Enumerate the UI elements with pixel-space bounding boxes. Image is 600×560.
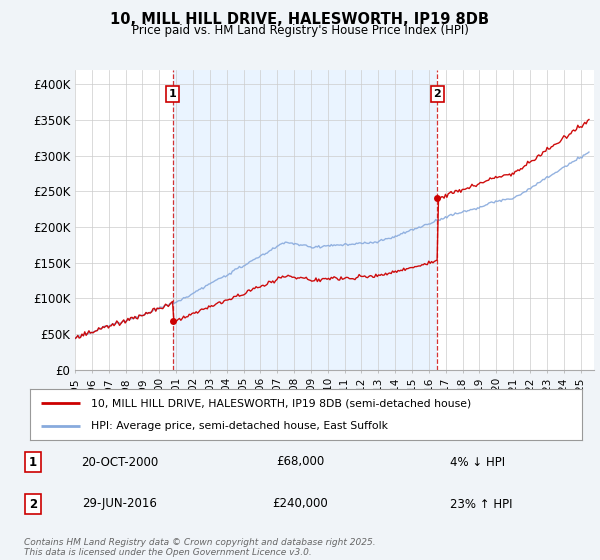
Text: HPI: Average price, semi-detached house, East Suffolk: HPI: Average price, semi-detached house,… — [91, 422, 388, 432]
Text: 1: 1 — [29, 455, 37, 469]
Text: 20-OCT-2000: 20-OCT-2000 — [82, 455, 158, 469]
Text: £240,000: £240,000 — [272, 497, 328, 511]
Text: 4% ↓ HPI: 4% ↓ HPI — [450, 455, 505, 469]
Text: 23% ↑ HPI: 23% ↑ HPI — [450, 497, 512, 511]
Text: 29-JUN-2016: 29-JUN-2016 — [83, 497, 157, 511]
Text: 1: 1 — [169, 89, 176, 99]
Text: 2: 2 — [29, 497, 37, 511]
Text: £68,000: £68,000 — [276, 455, 324, 469]
Text: Price paid vs. HM Land Registry's House Price Index (HPI): Price paid vs. HM Land Registry's House … — [131, 24, 469, 36]
Text: 2: 2 — [433, 89, 441, 99]
Text: 10, MILL HILL DRIVE, HALESWORTH, IP19 8DB (semi-detached house): 10, MILL HILL DRIVE, HALESWORTH, IP19 8D… — [91, 398, 471, 408]
Bar — [173, 70, 437, 370]
Text: 10, MILL HILL DRIVE, HALESWORTH, IP19 8DB: 10, MILL HILL DRIVE, HALESWORTH, IP19 8D… — [110, 12, 490, 27]
Text: Contains HM Land Registry data © Crown copyright and database right 2025.
This d: Contains HM Land Registry data © Crown c… — [24, 538, 376, 557]
